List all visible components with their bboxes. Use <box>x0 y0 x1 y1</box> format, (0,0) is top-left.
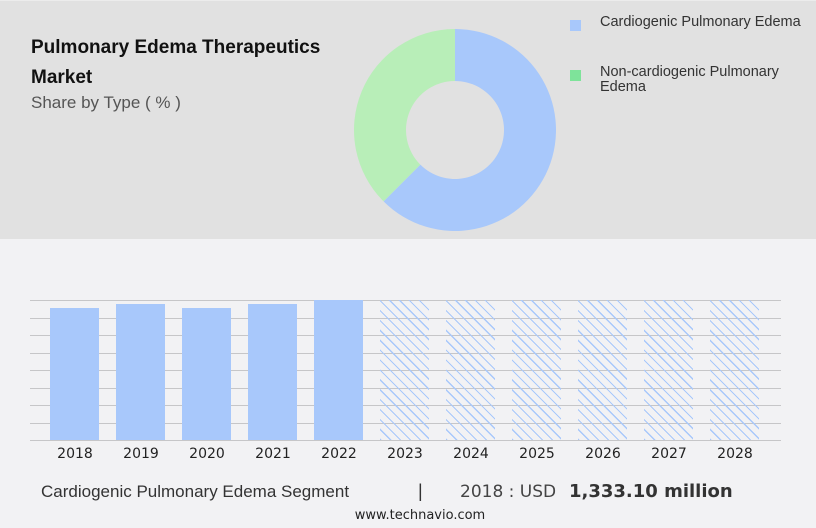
chart-subtitle: Share by Type ( % ) <box>31 93 181 112</box>
bar-2025 <box>512 300 561 440</box>
legend-label: Cardiogenic Pulmonary Edema <box>600 14 801 30</box>
x-tick-label: 2022 <box>321 446 357 462</box>
x-tick-label: 2018 <box>57 446 93 462</box>
x-tick-label: 2024 <box>453 446 489 462</box>
footer: Cardiogenic Pulmonary Edema Segment | 20… <box>0 481 816 506</box>
bar-2020 <box>182 308 231 440</box>
bar-2028 <box>710 300 759 440</box>
market-value: 1,333.10 million <box>569 481 733 502</box>
bar-2019 <box>116 304 165 440</box>
donut-slice-cardiogenic <box>383 29 556 232</box>
bar-2022 <box>314 300 363 440</box>
x-tick-label: 2027 <box>651 446 687 462</box>
donut-chart <box>354 29 556 232</box>
legend-swatch-icon <box>570 70 581 81</box>
x-tick-label: 2019 <box>123 446 159 462</box>
segment-label: Cardiogenic Pulmonary Edema Segment <box>41 482 350 501</box>
bar-2027 <box>644 300 693 440</box>
bar-2021 <box>248 304 297 440</box>
legend-swatch-icon <box>570 20 581 31</box>
chart-title: Pulmonary Edema Therapeutics Market <box>31 37 321 88</box>
year-label: 2018 : USD <box>460 482 557 502</box>
x-tick-label: 2026 <box>585 446 621 462</box>
donut-slice-non-cardiogenic <box>354 29 455 202</box>
bar-2018 <box>50 308 99 440</box>
x-tick-label: 2021 <box>255 446 291 462</box>
x-tick-label: 2020 <box>189 446 225 462</box>
website-link[interactable]: www.technavio.com <box>354 508 486 523</box>
bar-2026 <box>578 300 627 440</box>
x-tick-label: 2025 <box>519 446 555 462</box>
x-tick-label: 2028 <box>717 446 753 462</box>
bar-2023 <box>380 300 429 440</box>
legend-label: Non-cardiogenic Pulmonary Edema <box>600 64 779 95</box>
separator: | <box>418 481 423 501</box>
x-tick-label: 2023 <box>387 446 423 462</box>
share-panel: Pulmonary Edema Therapeutics Market Shar… <box>0 0 816 239</box>
bar-2024 <box>446 300 495 440</box>
gridline <box>30 440 781 441</box>
